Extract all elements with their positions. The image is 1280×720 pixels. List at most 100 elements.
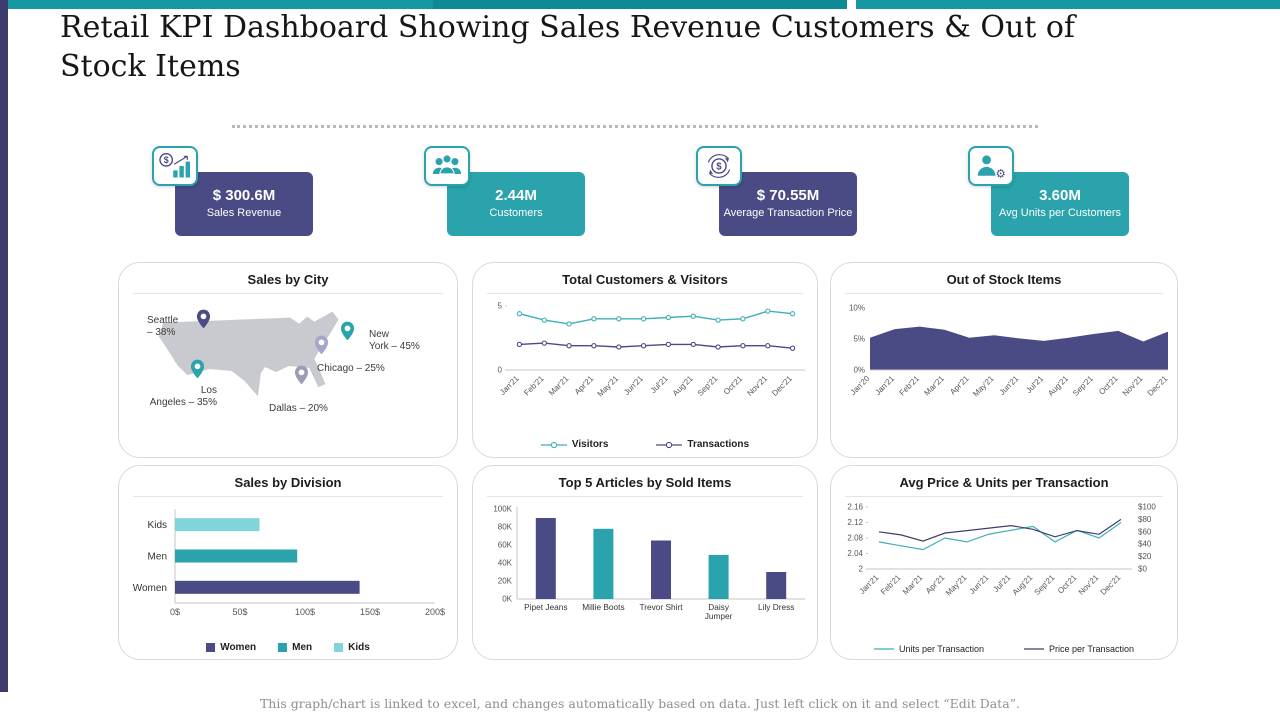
svg-text:Pipet Jeans: Pipet Jeans <box>524 602 567 612</box>
svg-text:Dec'21: Dec'21 <box>1099 573 1123 597</box>
kpi-avg-units-per-customer: 3.60M Avg Units per Customers ⚙ <box>968 146 1133 241</box>
panel-sales-by-division: Sales by Division Kids Men Women 0$ 50$ 100$ 1… <box>118 465 458 660</box>
customers-visitors-line-chart[interactable]: 0 5 Jan'21 Feb'21 Mar'21 Apr'21 May'21 Jun'21 Ju… <box>473 296 817 418</box>
top-articles-bar-chart[interactable]: 0K 20K 40K 60K 80K 100K Pipet Jeans Millie Boot… <box>473 499 817 649</box>
svg-text:Nov'21: Nov'21 <box>1121 374 1145 398</box>
left-accent-bar <box>0 0 8 692</box>
panel-divider <box>844 496 1164 497</box>
svg-text:100$: 100$ <box>295 607 315 617</box>
panel-sales-by-city: Sales by City Seattle – 38% New York – 45… <box>118 262 458 458</box>
panel-title: Top 5 Articles by Sold Items <box>558 475 732 490</box>
avg-units-per-customer-icon: ⚙ <box>968 146 1014 186</box>
kpi-card-average-transaction-price: $ 70.55M Average Transaction Price <box>719 172 857 236</box>
svg-text:$100: $100 <box>1138 503 1156 512</box>
customers-icon <box>424 146 470 186</box>
svg-text:Sep'21: Sep'21 <box>696 374 720 398</box>
sales-revenue-icon: $ <box>152 146 198 186</box>
sales-by-division-bar-chart[interactable]: Kids Men Women 0$ 50$ 100$ 150$ 200$ <box>119 499 457 631</box>
map-pin-seattle <box>196 309 211 334</box>
svg-text:60K: 60K <box>498 541 513 550</box>
kpi-label: Customers <box>489 207 543 220</box>
panel-avg-price-units: Avg Price & Units per Transaction 2 2.04 2… <box>830 465 1178 660</box>
panel-divider <box>132 293 444 294</box>
svg-text:Millie Boots: Millie Boots <box>582 602 624 612</box>
svg-text:$80: $80 <box>1138 515 1152 524</box>
panel-title: Avg Price & Units per Transaction <box>899 475 1109 490</box>
svg-text:Sep'21: Sep'21 <box>1071 374 1095 398</box>
kpi-value: $ 70.55M <box>756 187 820 205</box>
map-label-dallas: Dallas – 20% <box>269 403 328 414</box>
svg-text:Oct'21: Oct'21 <box>1056 573 1079 596</box>
svg-text:Feb'21: Feb'21 <box>522 374 546 398</box>
panel-total-customers-visitors: Total Customers & Visitors 0 5 Jan'21 Feb'2… <box>472 262 818 458</box>
map-pin-new-york <box>340 321 355 346</box>
svg-text:Women: Women <box>133 583 167 594</box>
kpi-value: 3.60M <box>1039 187 1081 205</box>
svg-text:0%: 0% <box>853 366 865 375</box>
svg-text:May'21: May'21 <box>944 573 969 598</box>
legend-item: Kids <box>334 642 370 653</box>
svg-text:200$: 200$ <box>425 607 445 617</box>
svg-text:5: 5 <box>498 302 503 311</box>
map-label-los-angeles: Los Angeles – 35% <box>149 385 217 408</box>
svg-text:0K: 0K <box>502 595 512 604</box>
kpi-sales-revenue: $ 300.6M Sales Revenue $ <box>152 146 317 241</box>
svg-text:2.08: 2.08 <box>847 534 863 543</box>
svg-text:2.12: 2.12 <box>847 518 863 527</box>
dotted-divider <box>232 125 1038 128</box>
kpi-card-customers: 2.44M Customers <box>447 172 585 236</box>
kpi-label: Average Transaction Price <box>723 207 853 220</box>
svg-text:Jun'21: Jun'21 <box>622 374 645 397</box>
svg-text:0$: 0$ <box>170 607 180 617</box>
panel-title: Sales by City <box>247 272 329 287</box>
svg-text:May'21: May'21 <box>971 374 996 399</box>
map-pin-dallas <box>294 365 309 390</box>
map-pin-los-angeles <box>190 359 205 384</box>
map-label-seattle: Seattle – 38% <box>147 315 179 338</box>
svg-text:Lily Dress: Lily Dress <box>758 602 794 612</box>
svg-text:Jan'20: Jan'20 <box>849 374 872 397</box>
page-title: Retail KPI Dashboard Showing Sales Reven… <box>60 10 1076 84</box>
svg-text:Kids: Kids <box>148 520 167 531</box>
kpi-label: Avg Units per Customers <box>998 207 1122 220</box>
svg-text:Jul'21: Jul'21 <box>1024 374 1045 395</box>
svg-text:Oct'21: Oct'21 <box>1097 374 1120 397</box>
kpi-card-sales-revenue: $ 300.6M Sales Revenue <box>175 172 313 236</box>
svg-text:⚙: ⚙ <box>996 168 1006 180</box>
svg-text:20K: 20K <box>498 577 513 586</box>
legend-item: Visitors <box>540 439 608 450</box>
svg-text:Mar'21: Mar'21 <box>547 374 571 398</box>
svg-text:Trevor Shirt: Trevor Shirt <box>639 602 683 612</box>
top-accent-segment <box>433 0 847 9</box>
svg-text:50$: 50$ <box>232 607 247 617</box>
legend-item: Transactions <box>656 439 749 450</box>
panel-out-of-stock-items: Out of Stock Items 0% 5% 10% Jan'20 Jan'21 Fe… <box>830 262 1178 458</box>
svg-text:5%: 5% <box>853 335 865 344</box>
svg-text:10%: 10% <box>849 304 865 313</box>
out-of-stock-area-chart[interactable]: 0% 5% 10% Jan'20 Jan'21 Feb'21 Mar'21 Apr'21 May… <box>831 296 1177 422</box>
svg-text:Dec'21: Dec'21 <box>1146 374 1170 398</box>
legend-item: Women <box>206 642 256 653</box>
svg-text:80K: 80K <box>498 523 513 532</box>
svg-text:Sep'21: Sep'21 <box>1033 573 1057 597</box>
kpi-value: 2.44M <box>495 187 537 205</box>
map-label-chicago: Chicago – 25% <box>317 363 385 374</box>
svg-text:Jan'21: Jan'21 <box>498 374 521 397</box>
top-accent-bar <box>0 0 1280 9</box>
panel-title: Out of Stock Items <box>946 272 1062 287</box>
legend-item: Price per Transaction <box>1024 644 1135 654</box>
panel-divider <box>132 496 444 497</box>
svg-text:Nov'21: Nov'21 <box>1077 573 1101 597</box>
svg-text:Dec'21: Dec'21 <box>770 374 794 398</box>
svg-text:Jun'21: Jun'21 <box>968 573 991 596</box>
sales-by-city-map[interactable]: Seattle – 38% New York – 45% Chicago – 25%… <box>119 299 457 457</box>
map-label-new-york: New York – 45% <box>369 329 420 352</box>
svg-text:$0: $0 <box>1138 565 1147 574</box>
svg-text:2.04: 2.04 <box>847 549 863 558</box>
panel-title: Sales by Division <box>234 475 342 490</box>
avg-price-units-line-chart[interactable]: 2 2.04 2.08 2.12 2.16 $0 $20 $40 $60 $80 $100 Jan'2… <box>831 499 1177 619</box>
svg-text:Jul'21: Jul'21 <box>649 374 670 395</box>
footer-note: This graph/chart is linked to excel, and… <box>259 696 1021 711</box>
svg-text:2: 2 <box>859 565 864 574</box>
top-accent-gap <box>847 0 856 9</box>
